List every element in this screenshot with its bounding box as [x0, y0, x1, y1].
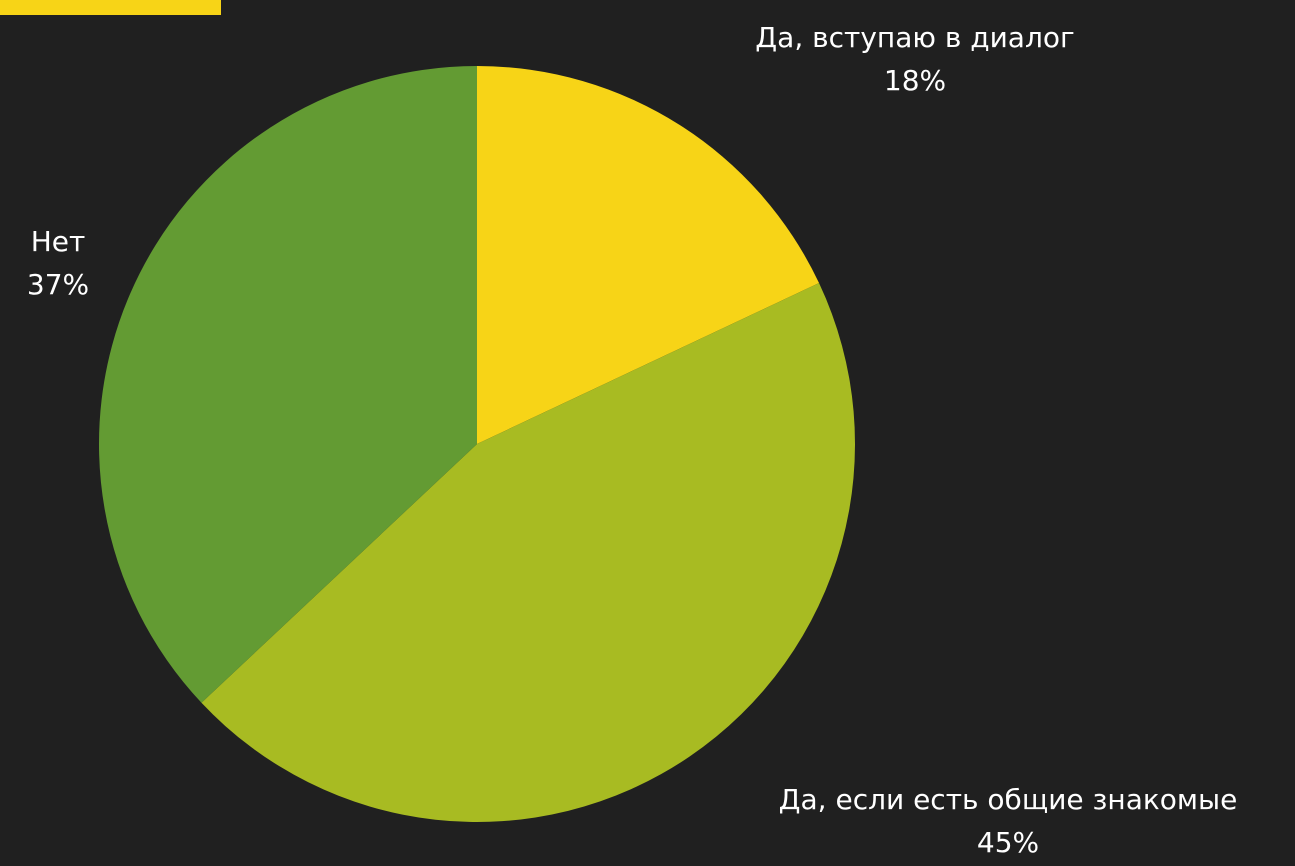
slice-label-no: Нет 37%	[27, 220, 89, 306]
pie-slices	[99, 66, 855, 822]
slice-label-dialog-name: Да, вступаю в диалог	[755, 21, 1075, 54]
slice-label-dialog-percent: 18%	[883, 64, 947, 97]
slice-label-no-percent: 37%	[26, 268, 90, 301]
slice-label-no-name: Нет	[30, 225, 86, 258]
pie-slice-no	[99, 66, 477, 703]
slice-label-mutual-acquaintances-percent: 45%	[976, 826, 1040, 859]
slice-label-mutual-acquaintances: Да, если есть общие знакомые 45%	[779, 778, 1238, 864]
pie-slice-dialog	[477, 66, 820, 444]
pie-slice-mutual-acquaintances	[201, 283, 855, 822]
slice-label-mutual-acquaintances-name: Да, если есть общие знакомые	[778, 783, 1238, 816]
slice-label-dialog: Да, вступаю в диалог 18%	[755, 16, 1074, 102]
accent-bar	[0, 0, 221, 15]
